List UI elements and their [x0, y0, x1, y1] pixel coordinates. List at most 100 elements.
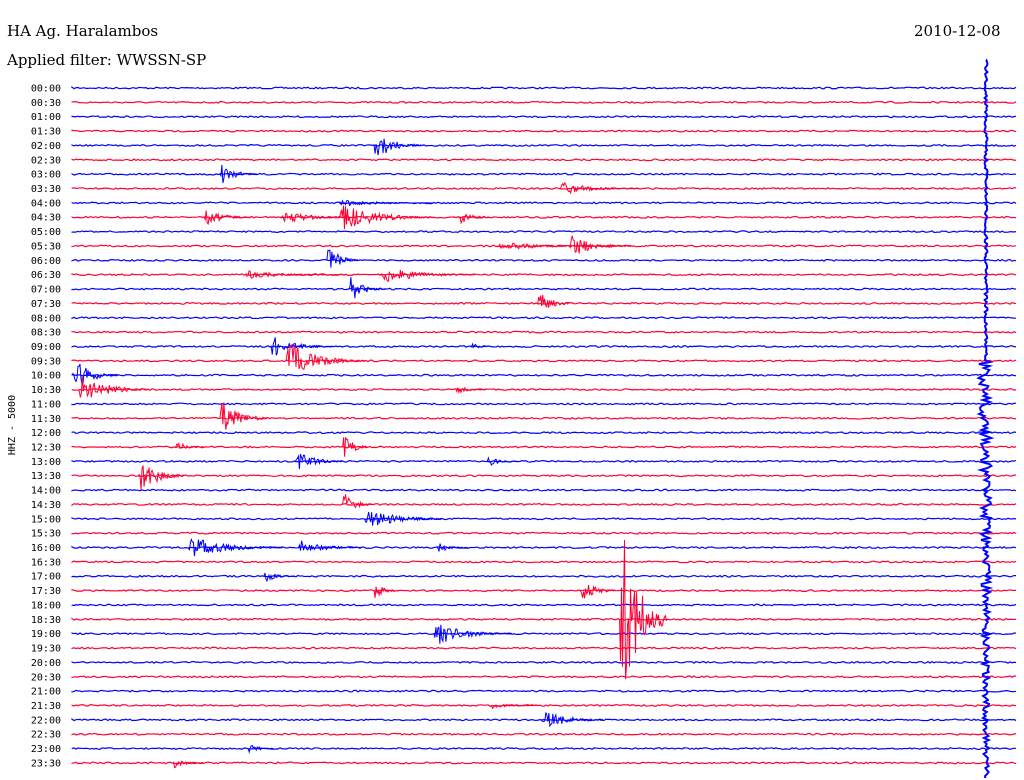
trace-line — [71, 86, 1017, 90]
event-burst — [71, 363, 120, 385]
large-event-spike — [976, 59, 995, 779]
event-burst — [342, 494, 374, 509]
trace-line — [71, 689, 1017, 693]
trace-line — [71, 474, 1017, 478]
time-tick-label: 20:00 — [31, 658, 61, 669]
time-tick-label: 07:30 — [31, 299, 61, 310]
event-burst — [496, 242, 622, 250]
time-tick-label: 05:30 — [31, 241, 61, 252]
trace-line — [71, 660, 1017, 664]
time-tick-label: 10:30 — [31, 385, 61, 396]
event-burst — [486, 456, 519, 466]
time-tick-label: 06:30 — [31, 270, 61, 281]
trace-line — [71, 373, 1017, 377]
trace-line — [71, 416, 1017, 420]
time-tick-label: 03:30 — [31, 184, 61, 195]
event-burst — [540, 712, 603, 728]
event-burst — [348, 277, 387, 299]
time-tick-label: 13:00 — [31, 457, 61, 468]
event-burst — [77, 376, 148, 398]
time-tick-label: 12:00 — [31, 428, 61, 439]
time-tick-label: 21:00 — [31, 687, 61, 698]
event-burst — [219, 164, 258, 184]
time-tick-label: 11:00 — [31, 399, 61, 410]
date-label: 2010-12-08 — [914, 22, 1001, 40]
event-burst — [187, 537, 283, 557]
time-tick-label: 15:00 — [31, 514, 61, 525]
event-burst — [137, 465, 186, 491]
trace-line — [71, 603, 1017, 607]
time-tick-label: 10:00 — [31, 371, 61, 382]
event-burst — [471, 342, 487, 349]
event-burst — [537, 294, 570, 309]
event-burst — [455, 386, 487, 394]
trace-line — [71, 589, 1017, 593]
filter-label: Applied filter: WWSSN-SP — [7, 51, 207, 69]
trace-line — [71, 517, 1017, 521]
trace-line — [71, 531, 1017, 535]
trace-line — [71, 617, 1017, 621]
trace-line — [71, 545, 1017, 550]
time-tick-label: 22:30 — [31, 730, 61, 741]
time-tick-label: 04:00 — [31, 198, 61, 209]
event-burst — [172, 760, 204, 769]
event-burst — [294, 453, 343, 470]
trace-line — [71, 675, 1017, 679]
trace-line — [71, 287, 1017, 291]
time-tick-label: 09:30 — [31, 356, 61, 367]
trace-line — [71, 761, 1017, 765]
trace-line — [71, 502, 1017, 507]
trace-line — [71, 445, 1017, 449]
event-burst — [175, 441, 207, 450]
event-burst — [263, 572, 295, 583]
event-burst — [298, 540, 361, 552]
trace-line — [71, 100, 1017, 104]
time-tick-label: 00:00 — [31, 84, 61, 95]
event-burst — [458, 213, 491, 225]
trace-line — [71, 459, 1017, 463]
trace-line — [71, 201, 1017, 205]
trace-line — [71, 388, 1017, 392]
event-burst — [373, 586, 400, 598]
event-burst — [203, 210, 252, 226]
time-tick-label: 23:30 — [31, 758, 61, 769]
event-burst — [364, 511, 443, 526]
trace-line — [71, 330, 1017, 334]
event-burst — [339, 199, 434, 207]
event-burst — [490, 703, 538, 710]
time-tick-label: 09:00 — [31, 342, 61, 353]
trace-line — [71, 574, 1017, 578]
event-burst — [338, 205, 434, 230]
time-tick-label: 14:00 — [31, 486, 61, 497]
time-tick-label: 16:30 — [31, 557, 61, 568]
time-tick-label: 17:00 — [31, 572, 61, 583]
time-tick-label: 05:00 — [31, 227, 61, 238]
trace-line — [71, 717, 1017, 722]
trace-line — [71, 172, 1017, 176]
time-tick-label: 02:00 — [31, 141, 61, 152]
event-burst — [342, 437, 368, 457]
trace-line — [71, 158, 1017, 162]
trace-line — [71, 273, 1017, 277]
time-tick-label: 11:30 — [31, 414, 61, 425]
y-axis-label: HHZ - 5000 — [7, 395, 18, 455]
time-tick-label: 06:00 — [31, 256, 61, 267]
time-tick-label: 16:00 — [31, 543, 61, 554]
time-tick-label: 20:30 — [31, 672, 61, 683]
time-tick-label: 08:00 — [31, 313, 61, 324]
time-tick-label: 02:30 — [31, 155, 61, 166]
trace-line — [71, 488, 1017, 492]
time-tick-label: 01:30 — [31, 127, 61, 138]
event-burst — [568, 235, 632, 254]
time-tick-label: 19:30 — [31, 644, 61, 655]
trace-line — [71, 230, 1017, 234]
trace-line — [71, 115, 1017, 119]
time-tick-label: 15:30 — [31, 529, 61, 540]
event-burst — [433, 624, 513, 644]
trace-line — [71, 646, 1017, 650]
time-tick-label: 12:30 — [31, 443, 61, 454]
time-tick-label: 01:00 — [31, 112, 61, 123]
time-tick-label: 21:30 — [31, 701, 61, 712]
time-tick-label: 17:30 — [31, 586, 61, 597]
event-burst — [285, 344, 365, 370]
